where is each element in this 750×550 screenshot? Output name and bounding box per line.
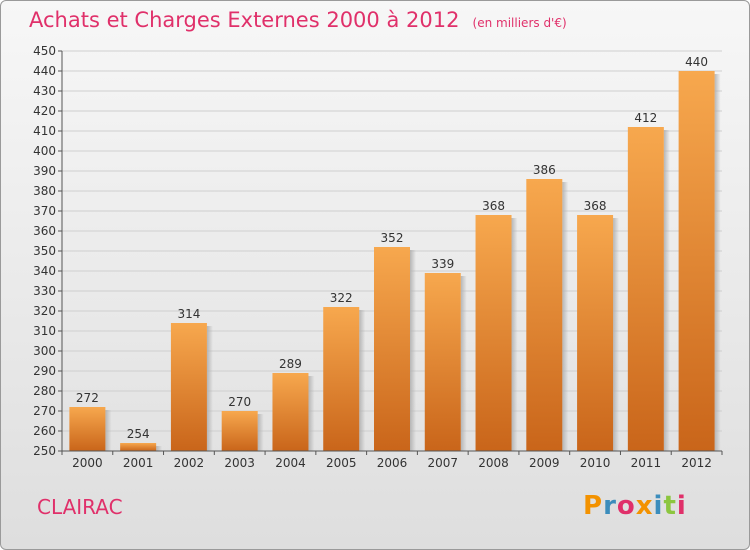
y-tick-label: 300 [33, 344, 56, 358]
value-label: 440 [685, 55, 708, 69]
value-label: 289 [279, 357, 302, 371]
y-tick-label: 440 [33, 64, 56, 78]
x-tick-label: 2009 [529, 456, 560, 470]
logo-letter: o [616, 491, 636, 521]
y-tick-label: 280 [33, 384, 56, 398]
bar [627, 127, 664, 451]
logo-letter: x [635, 491, 654, 521]
bar-shadow [714, 74, 721, 451]
x-tick-label: 2011 [631, 456, 662, 470]
bar [577, 215, 614, 451]
value-label: 386 [533, 163, 556, 177]
value-label: 314 [177, 307, 200, 321]
bar [526, 179, 563, 451]
logo-letter: r [603, 491, 617, 521]
value-label: 322 [330, 291, 353, 305]
bar-shadow [410, 250, 416, 451]
bar [424, 273, 461, 451]
value-label: 412 [634, 111, 657, 125]
bar [69, 407, 106, 451]
logo-letter: t [663, 491, 677, 521]
bar-shadow [663, 130, 670, 451]
y-tick-label: 410 [33, 124, 56, 138]
chart-title-text: Achats et Charges Externes 2000 à 2012 [29, 8, 460, 32]
y-tick-label: 250 [33, 444, 56, 458]
bar-shadow [511, 218, 518, 451]
bar [678, 71, 715, 451]
bar-shadow [308, 376, 315, 451]
bar-chart: 250 260 270 280 290 300 310 320 330 340 350 360 370 3… [33, 44, 723, 470]
logo-letter: P [583, 491, 604, 521]
bar [374, 247, 410, 451]
y-tick-label: 360 [33, 224, 56, 238]
value-label: 254 [127, 427, 150, 441]
x-tick-label: 2004 [275, 456, 306, 470]
value-label: 270 [228, 395, 251, 409]
y-tick-label: 370 [33, 204, 56, 218]
y-tick-label: 450 [33, 44, 56, 58]
y-tick-label: 380 [33, 184, 56, 198]
bar-shadow [257, 414, 264, 451]
bar-shadow [613, 218, 620, 451]
x-tick-label: 2008 [478, 456, 509, 470]
bar-shadow [562, 182, 569, 451]
bar [120, 443, 157, 451]
bars [69, 71, 721, 451]
chart-unit-text: (en milliers d'€) [472, 16, 567, 30]
y-tick-label: 270 [33, 404, 56, 418]
y-tick-label: 400 [33, 144, 56, 158]
value-label: 339 [431, 257, 454, 271]
x-tick-label: 2002 [174, 456, 205, 470]
value-label: 352 [381, 231, 404, 245]
bar-shadow [105, 410, 112, 451]
bar [475, 215, 512, 451]
x-tick-label: 2007 [427, 456, 458, 470]
x-tick-label: 2006 [377, 456, 408, 470]
bar [221, 411, 258, 451]
x-tick-label: 2000 [72, 456, 103, 470]
x-tick-label: 2001 [123, 456, 154, 470]
logo-letter: i [653, 491, 664, 521]
bar [170, 323, 207, 451]
bar-shadow [156, 446, 163, 451]
y-tick-label: 430 [33, 84, 56, 98]
x-axis-ticks: 2000 2001 2002 2003 2004 2005 2006 2007 2008 2009… [61, 451, 723, 470]
commune-name: CLAIRAC [37, 495, 123, 519]
y-tick-label: 310 [33, 324, 56, 338]
proxiti-logo: Proxiti [583, 491, 687, 521]
y-tick-label: 290 [33, 364, 56, 378]
value-label: 368 [584, 199, 607, 213]
y-tick-label: 390 [33, 164, 56, 178]
value-labels: 272 254 314 270 289 322 352 339 368 386 368 412 440 [76, 55, 708, 441]
x-tick-label: 2012 [681, 456, 712, 470]
value-label: 368 [482, 199, 505, 213]
y-tick-label: 350 [33, 244, 56, 258]
bar [323, 307, 360, 451]
y-tick-label: 320 [33, 304, 56, 318]
bar-shadow [460, 276, 467, 451]
bar-shadow [359, 310, 366, 451]
y-tick-label: 260 [33, 424, 56, 438]
x-tick-label: 2003 [224, 456, 255, 470]
x-tick-label: 2005 [326, 456, 357, 470]
bar [272, 373, 309, 451]
value-label: 272 [76, 391, 99, 405]
bar-shadow [206, 326, 213, 451]
logo-letter: i [676, 491, 687, 521]
y-tick-label: 340 [33, 264, 56, 278]
x-tick-label: 2010 [580, 456, 611, 470]
y-tick-label: 330 [33, 284, 56, 298]
y-axis-ticks: 250 260 270 280 290 300 310 320 330 340 350 360 370 3… [33, 44, 62, 458]
chart-title: Achats et Charges Externes 2000 à 2012 (… [29, 8, 567, 32]
y-tick-label: 420 [33, 104, 56, 118]
